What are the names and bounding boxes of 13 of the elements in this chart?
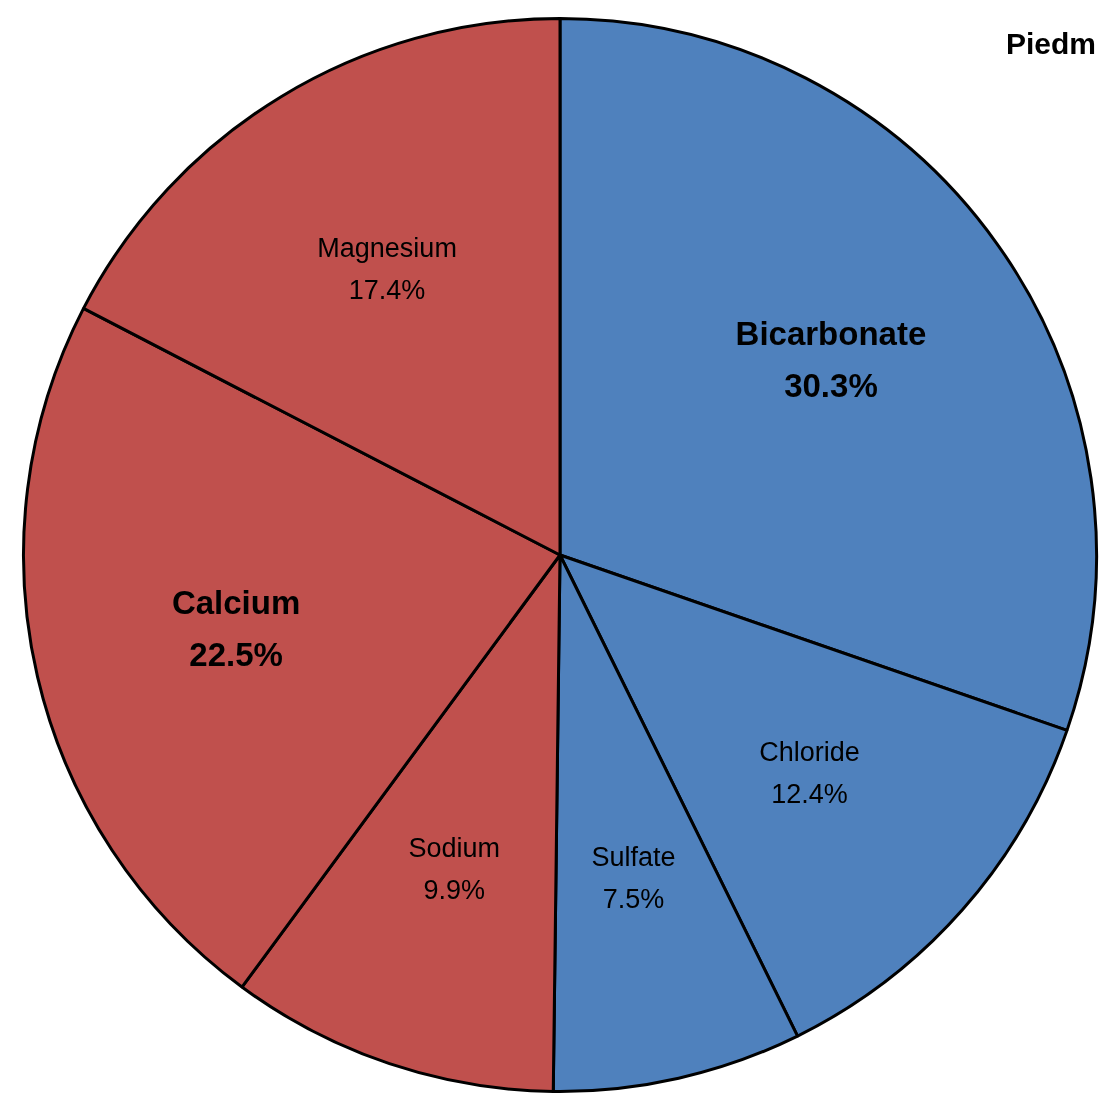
slice-label: Bicarbonate xyxy=(735,315,927,353)
data-label: 7.5% xyxy=(602,883,665,914)
data-label: 12.4% xyxy=(771,779,848,810)
data-label: 30.3% xyxy=(784,367,878,405)
slice-label: Chloride xyxy=(759,737,860,768)
data-label: 22.5% xyxy=(189,635,283,673)
chart-title: Piedm xyxy=(1005,27,1096,61)
slice-label: Sulfate xyxy=(591,841,676,872)
slice-label: Magnesium xyxy=(317,233,457,264)
slice-label: Calcium xyxy=(171,583,301,621)
slice-label: Sodium xyxy=(408,832,501,863)
data-label: 9.9% xyxy=(423,874,486,905)
data-label: 17.4% xyxy=(348,275,426,306)
